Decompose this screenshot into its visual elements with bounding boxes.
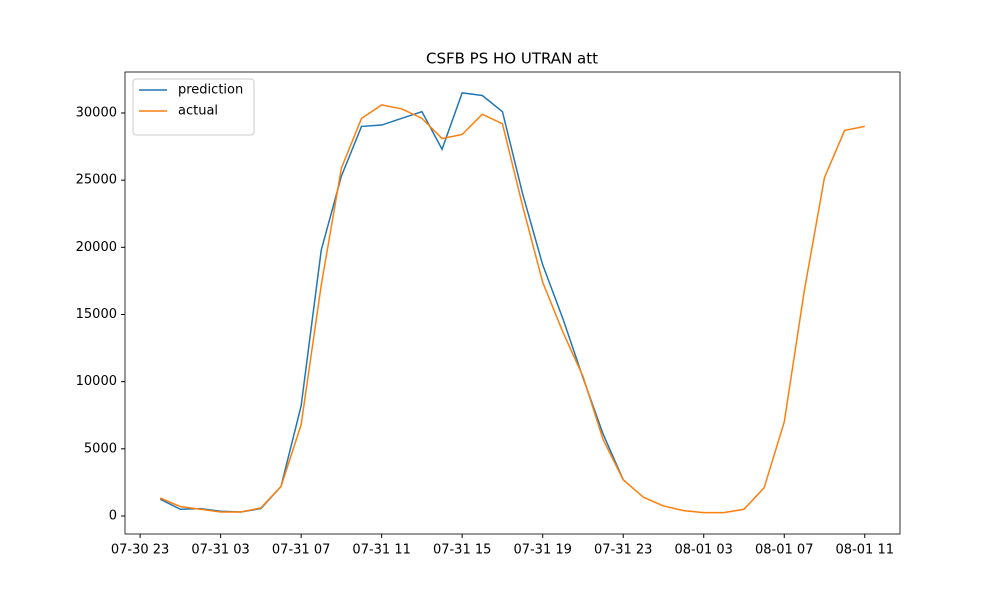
y-tick-label: 15000 [76, 307, 117, 322]
legend-label: prediction [178, 83, 243, 98]
line-series [159, 104, 865, 514]
x-tick-label: 08-01 11 [836, 543, 894, 558]
y-tick-label: 30000 [76, 105, 117, 120]
legend-label: actual [178, 104, 218, 119]
x-tick-label: 08-01 03 [675, 543, 733, 558]
legend: prediction actual [132, 78, 255, 136]
x-tick-label: 07-31 23 [594, 543, 652, 558]
chart-title: CSFB PS HO UTRAN att [426, 50, 598, 68]
x-tick-label: 07-31 07 [272, 543, 330, 558]
x-tick-label: 07-31 19 [513, 543, 571, 558]
y-tick-label: 10000 [76, 374, 117, 389]
x-tick-label: 07-31 11 [352, 543, 410, 558]
x-tick-label: 07-30 23 [111, 543, 169, 558]
y-tick-label: 5000 [84, 441, 117, 456]
x-tick-label: 08-01 07 [755, 543, 813, 558]
plot-frame [124, 71, 901, 535]
y-tick-label: 25000 [76, 173, 117, 188]
y-tick-label: 0 [109, 508, 117, 523]
x-tick-label: 07-31 03 [191, 543, 249, 558]
y-tick-label: 20000 [76, 240, 117, 255]
legend-box [132, 78, 255, 136]
x-tick-label: 07-31 15 [433, 543, 491, 558]
